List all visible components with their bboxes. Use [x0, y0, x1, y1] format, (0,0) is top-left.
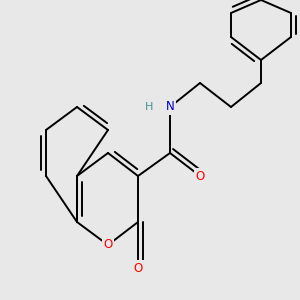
Text: O: O: [134, 262, 142, 275]
Text: H: H: [145, 102, 153, 112]
Text: N: N: [166, 100, 174, 113]
Text: O: O: [195, 169, 205, 182]
Text: O: O: [103, 238, 112, 251]
